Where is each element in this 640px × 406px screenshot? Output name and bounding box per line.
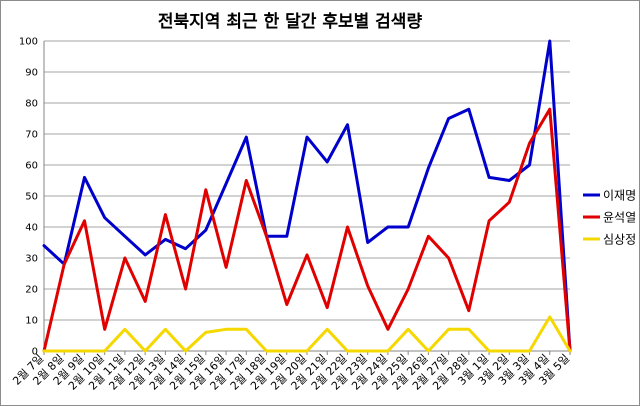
- y-tick-label: 20: [25, 285, 38, 296]
- series-line-0: [42, 39, 572, 353]
- y-tick-label: 90: [25, 68, 38, 79]
- chart-title: 전북지역 최근 한 달간 후보별 검색량: [158, 11, 423, 32]
- y-tick-label: 10: [25, 316, 38, 327]
- y-tick-label: 0: [32, 347, 38, 358]
- grid: [44, 40, 570, 352]
- y-tick-label: 40: [25, 223, 38, 234]
- legend-label: 윤석열: [603, 211, 636, 225]
- y-tick-label: 50: [25, 192, 38, 203]
- legend-label: 이재명: [603, 189, 636, 203]
- series-line-1: [42, 107, 572, 353]
- y-tick-label: 60: [25, 161, 38, 172]
- y-tick-label: 80: [25, 99, 38, 110]
- y-tick-label: 70: [25, 130, 38, 141]
- series-line-2: [42, 315, 572, 353]
- y-tick-label: 30: [25, 254, 38, 265]
- series-lines: [42, 39, 572, 353]
- legend-label: 심상정: [603, 233, 636, 247]
- y-tick-label: 100: [19, 37, 38, 48]
